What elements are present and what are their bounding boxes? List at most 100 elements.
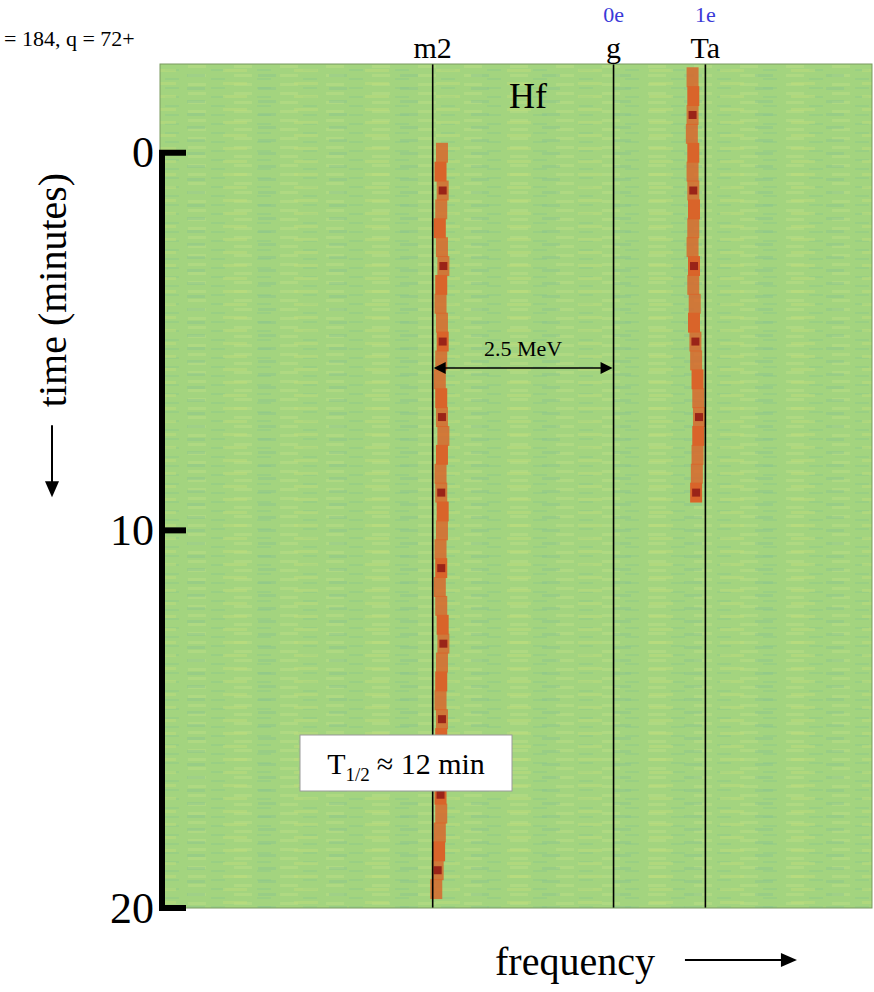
trace-point xyxy=(435,464,447,484)
spacing-arrow-head xyxy=(601,362,613,374)
trace-point xyxy=(690,483,702,503)
trace-spot xyxy=(438,413,446,421)
y-axis-title: time (minutes) xyxy=(30,173,75,407)
trace-point xyxy=(693,407,705,427)
trace-point xyxy=(434,823,446,843)
half-life-box: T1/2 ≈ 12 min xyxy=(300,735,512,791)
trace-point xyxy=(434,218,446,238)
trace-point xyxy=(433,841,445,861)
trace-spot xyxy=(690,262,698,270)
trace xyxy=(686,67,705,502)
trace-spot xyxy=(692,489,700,497)
trace-point xyxy=(435,294,447,314)
trace-point xyxy=(692,388,704,408)
trace-point xyxy=(435,671,447,691)
trace-spot xyxy=(434,866,442,874)
annotation: Hf xyxy=(509,76,547,116)
trace-point xyxy=(687,86,699,106)
trace-spot xyxy=(439,338,447,346)
x-arrow-head xyxy=(781,953,797,967)
trace-point xyxy=(689,332,701,352)
plot-frame xyxy=(160,64,872,908)
marker-label: Ta xyxy=(691,31,721,64)
trace-spot xyxy=(689,187,697,195)
trace-point xyxy=(688,199,700,219)
trace-point xyxy=(687,275,699,295)
trace-point xyxy=(435,596,447,616)
y-arrow-head xyxy=(45,481,59,497)
chart: m2g0eTa1e= 184, q = 72+01020time (minute… xyxy=(0,0,874,992)
trace-spot xyxy=(689,111,697,119)
trace-point xyxy=(436,445,448,465)
trace-point xyxy=(689,294,701,314)
trace-spot xyxy=(691,338,699,346)
y-tick-label: 0 xyxy=(132,128,154,177)
trace-point xyxy=(435,558,447,578)
trace-point xyxy=(437,615,449,635)
trace-point xyxy=(435,690,447,710)
trace-point xyxy=(434,577,446,597)
trace-point xyxy=(437,332,449,352)
half-life-symbol: T xyxy=(327,747,345,780)
half-life-subscript: 1/2 xyxy=(345,764,369,785)
half-life-text: ≈ 12 min xyxy=(377,747,485,780)
marker-label: m2 xyxy=(414,31,452,64)
trace-point xyxy=(436,709,448,729)
trace-point xyxy=(435,275,447,295)
marker-line xyxy=(705,64,707,908)
marker-label: g xyxy=(606,31,621,64)
trace-point xyxy=(435,804,447,824)
y-tick-label: 20 xyxy=(110,884,154,933)
trace-point xyxy=(687,218,699,238)
trace-point xyxy=(687,162,699,182)
trace-point xyxy=(686,124,698,144)
trace-point xyxy=(437,426,449,446)
trace-point xyxy=(687,181,699,201)
annotation: 2.5 MeV xyxy=(484,336,562,361)
charge-label: 0e xyxy=(603,2,624,27)
trace-point xyxy=(435,162,447,182)
trace-point xyxy=(691,464,703,484)
trace-point xyxy=(435,483,447,503)
y-arrow xyxy=(51,425,53,485)
trace-point xyxy=(692,445,704,465)
trace-point xyxy=(688,313,700,333)
trace-spot xyxy=(437,564,445,572)
trace-spot xyxy=(437,791,445,799)
marker-line xyxy=(613,64,615,908)
trace-point xyxy=(435,539,447,559)
title: = 184, q = 72+ xyxy=(4,26,135,51)
trace-spot xyxy=(438,715,446,723)
trace-point xyxy=(437,256,449,276)
trace-point xyxy=(688,256,700,276)
trace-point xyxy=(435,199,447,219)
trace-point xyxy=(436,407,448,427)
trace-spot xyxy=(695,413,703,421)
trace-point xyxy=(687,67,699,87)
y-tick xyxy=(159,527,186,533)
trace-point xyxy=(692,369,704,389)
trace-point xyxy=(437,181,449,201)
x-axis-title: frequency xyxy=(495,939,655,984)
trace-point xyxy=(437,634,449,654)
trace-point xyxy=(692,426,704,446)
trace-point xyxy=(690,350,702,370)
trace-spot xyxy=(439,262,447,270)
half-life-label: T1/2 ≈ 12 min xyxy=(327,747,485,785)
trace-point xyxy=(687,143,699,163)
charge-label: 1e xyxy=(695,2,716,27)
trace-point xyxy=(435,388,447,408)
y-tick xyxy=(159,150,186,156)
spacing-arrow-head xyxy=(434,362,446,374)
half-life-background xyxy=(300,735,512,791)
y-tick xyxy=(159,905,186,911)
trace-spot xyxy=(439,187,447,195)
spacing-arrow xyxy=(443,367,604,369)
trace-point xyxy=(436,143,448,163)
trace-point xyxy=(436,237,448,257)
plot-texture xyxy=(160,64,872,908)
trace-point xyxy=(436,520,448,540)
trace-point xyxy=(436,653,448,673)
trace-spot xyxy=(437,489,445,497)
trace-spot xyxy=(439,640,447,648)
